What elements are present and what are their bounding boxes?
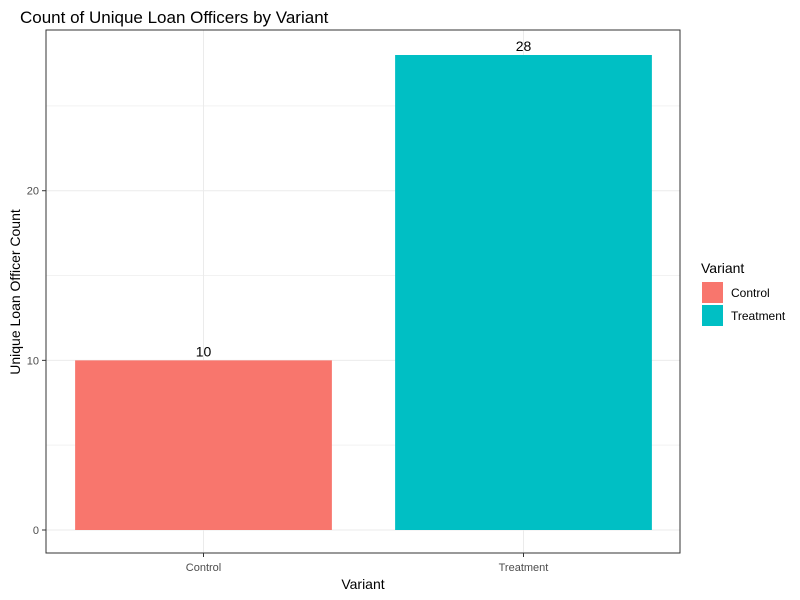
- y-tick-label: 20: [27, 186, 39, 198]
- legend-key-treatment: [702, 305, 723, 326]
- y-axis-title: Unique Loan Officer Count: [7, 209, 23, 375]
- plot-panel-border: [45, 29, 681, 554]
- y-tick-label: 0: [33, 525, 39, 537]
- x-axis-title: Variant: [341, 576, 384, 592]
- data-label-treatment: 28: [516, 38, 532, 54]
- legend: Variant Control Treatment: [701, 260, 786, 326]
- bar-treatment: [395, 55, 652, 530]
- legend-title: Variant: [701, 260, 744, 276]
- bar-control: [75, 360, 332, 530]
- bars: [75, 55, 652, 530]
- x-tick-label: Treatment: [499, 562, 549, 574]
- legend-label-treatment: Treatment: [731, 309, 786, 323]
- legend-key-control: [702, 282, 723, 303]
- data-label-control: 10: [196, 343, 212, 359]
- y-tick-label: 10: [27, 355, 39, 367]
- y-axis: 0 10 20: [27, 186, 46, 537]
- chart-title: Count of Unique Loan Officers by Variant: [20, 8, 329, 27]
- legend-label-control: Control: [731, 286, 770, 300]
- x-tick-label: Control: [186, 562, 221, 574]
- x-axis: Control Treatment: [186, 553, 549, 574]
- data-labels: 10 28: [196, 38, 532, 359]
